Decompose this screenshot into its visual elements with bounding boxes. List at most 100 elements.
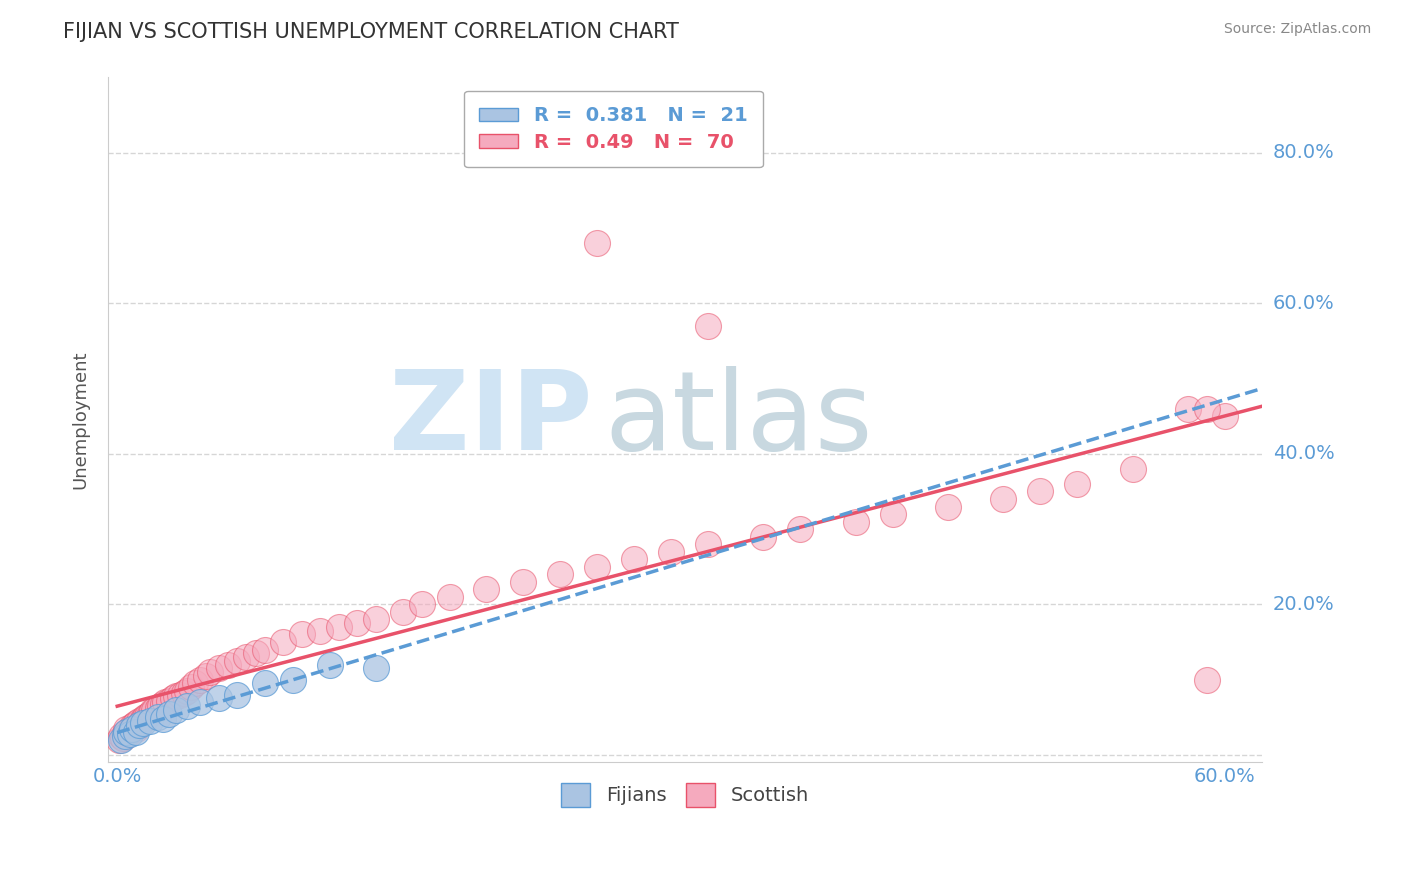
- Point: [146, 710, 169, 724]
- Point: [226, 654, 249, 668]
- Point: [659, 544, 682, 558]
- Legend: Fijians, Scottish: Fijians, Scottish: [554, 775, 817, 814]
- Point: [176, 698, 198, 713]
- Point: [125, 722, 148, 736]
- Point: [115, 722, 138, 736]
- Point: [411, 598, 433, 612]
- Point: [165, 703, 187, 717]
- Point: [512, 574, 534, 589]
- Point: [550, 567, 572, 582]
- Point: [586, 559, 609, 574]
- Point: [149, 698, 172, 713]
- Point: [128, 714, 150, 728]
- Point: [122, 718, 145, 732]
- Point: [184, 676, 207, 690]
- Point: [697, 537, 720, 551]
- Point: [134, 710, 156, 724]
- Point: [993, 491, 1015, 506]
- Point: [586, 235, 609, 250]
- Text: 20.0%: 20.0%: [1272, 595, 1334, 614]
- Point: [309, 624, 332, 638]
- Point: [143, 703, 166, 717]
- Point: [165, 690, 187, 704]
- Point: [111, 731, 134, 746]
- Text: 80.0%: 80.0%: [1272, 144, 1334, 162]
- Point: [115, 725, 138, 739]
- Point: [364, 661, 387, 675]
- Point: [1177, 401, 1199, 416]
- Point: [139, 706, 162, 721]
- Point: [135, 708, 157, 723]
- Point: [114, 729, 136, 743]
- Point: [157, 706, 180, 721]
- Point: [208, 691, 231, 706]
- Point: [121, 722, 143, 736]
- Y-axis label: Unemployment: Unemployment: [72, 351, 89, 489]
- Point: [1029, 484, 1052, 499]
- Point: [318, 657, 340, 672]
- Point: [110, 732, 132, 747]
- Point: [1213, 409, 1236, 424]
- Point: [141, 704, 163, 718]
- Point: [157, 694, 180, 708]
- Point: [475, 582, 498, 597]
- Point: [125, 725, 148, 739]
- Text: 60.0%: 60.0%: [1272, 293, 1334, 313]
- Text: Source: ZipAtlas.com: Source: ZipAtlas.com: [1223, 22, 1371, 37]
- Point: [152, 712, 174, 726]
- Point: [188, 695, 211, 709]
- Point: [180, 680, 202, 694]
- Point: [146, 701, 169, 715]
- Point: [208, 661, 231, 675]
- Point: [169, 688, 191, 702]
- Point: [1195, 401, 1218, 416]
- Point: [281, 673, 304, 687]
- Point: [127, 719, 149, 733]
- Point: [217, 657, 239, 672]
- Point: [108, 732, 131, 747]
- Point: [346, 616, 368, 631]
- Point: [253, 676, 276, 690]
- Point: [328, 620, 350, 634]
- Point: [110, 729, 132, 743]
- Point: [253, 642, 276, 657]
- Point: [115, 725, 138, 739]
- Point: [198, 665, 221, 680]
- Point: [194, 669, 217, 683]
- Point: [155, 695, 177, 709]
- Point: [273, 635, 295, 649]
- Point: [439, 590, 461, 604]
- Text: ZIP: ZIP: [389, 367, 593, 474]
- Point: [176, 684, 198, 698]
- Point: [128, 718, 150, 732]
- Point: [936, 500, 959, 514]
- Point: [173, 686, 195, 700]
- Point: [152, 697, 174, 711]
- Point: [291, 627, 314, 641]
- Point: [245, 646, 267, 660]
- Point: [188, 673, 211, 687]
- Text: FIJIAN VS SCOTTISH UNEMPLOYMENT CORRELATION CHART: FIJIAN VS SCOTTISH UNEMPLOYMENT CORRELAT…: [63, 22, 679, 42]
- Point: [364, 612, 387, 626]
- Point: [392, 605, 415, 619]
- Point: [235, 650, 257, 665]
- Point: [1195, 673, 1218, 687]
- Text: 40.0%: 40.0%: [1272, 444, 1334, 463]
- Point: [132, 716, 155, 731]
- Point: [162, 691, 184, 706]
- Point: [226, 688, 249, 702]
- Point: [121, 719, 143, 733]
- Point: [1066, 477, 1088, 491]
- Point: [125, 716, 148, 731]
- Point: [117, 727, 139, 741]
- Point: [120, 727, 142, 741]
- Point: [752, 530, 775, 544]
- Point: [623, 552, 645, 566]
- Point: [697, 318, 720, 333]
- Point: [120, 723, 142, 738]
- Point: [114, 727, 136, 741]
- Point: [139, 714, 162, 728]
- Point: [882, 507, 904, 521]
- Point: [789, 522, 811, 536]
- Point: [132, 712, 155, 726]
